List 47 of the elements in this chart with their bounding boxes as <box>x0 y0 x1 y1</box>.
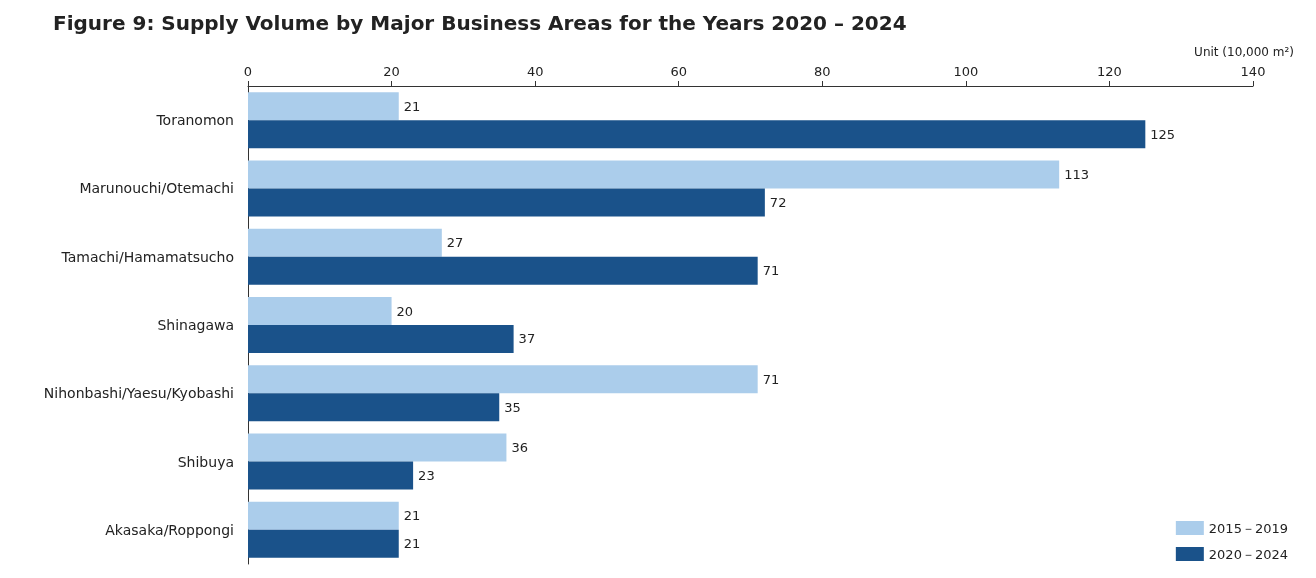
y-tick-label: Marunouchi/Otemachi <box>79 180 234 197</box>
data-label: 72 <box>769 194 787 210</box>
bar <box>248 297 392 325</box>
bar <box>248 461 414 490</box>
data-label: 71 <box>762 371 780 387</box>
x-tick-label: 40 <box>526 64 544 79</box>
data-label: 37 <box>518 331 536 347</box>
data-label: 23 <box>418 468 435 484</box>
data-label: 27 <box>446 235 464 251</box>
legend-label: 2015－2019 <box>1208 520 1288 536</box>
x-tick-label: 100 <box>953 64 979 79</box>
data-label: 71 <box>762 263 780 279</box>
data-label: 21 <box>403 508 421 524</box>
y-tick-label: Tamachi/Hamamatsucho <box>60 248 234 265</box>
y-tick-label: Shibuya <box>177 453 234 470</box>
x-tick-label: 0 <box>243 64 253 79</box>
bar <box>248 365 758 394</box>
y-tick-label: Toranomon <box>155 112 234 129</box>
x-tick-label: 80 <box>814 64 831 79</box>
data-label: 21 <box>403 98 421 114</box>
bar <box>248 529 399 558</box>
data-label: 113 <box>1064 166 1090 182</box>
data-label: 35 <box>504 399 521 415</box>
x-tick-label: 120 <box>1097 64 1122 79</box>
data-label: 20 <box>396 303 414 319</box>
x-tick-label: 20 <box>383 64 400 79</box>
data-label: 125 <box>1150 126 1176 142</box>
bar <box>248 92 399 121</box>
y-tick-label: Shinagawa <box>157 317 234 333</box>
bar <box>248 433 507 462</box>
bar <box>248 325 514 353</box>
chart-title: Figure 9: Supply Volume by Major Business Areas for the Years 2020 – 2024 <box>53 11 907 35</box>
x-tick-label: 60 <box>670 64 687 79</box>
bar <box>248 256 758 285</box>
bar <box>248 160 1060 189</box>
x-tick-label: 140 <box>1240 64 1266 79</box>
y-tick-label: Akasaka/Roppongi <box>105 521 234 538</box>
data-label: 36 <box>511 440 528 456</box>
bar <box>248 228 442 257</box>
bar <box>248 393 500 422</box>
x-axis-title: Unit (10,000 m²) <box>1194 45 1295 59</box>
y-tick-label: Nihonbashi/Yaesu/Kyobashi <box>43 385 234 402</box>
bar <box>248 120 1146 149</box>
data-label: 21 <box>403 536 421 552</box>
legend-label: 2020－2024 <box>1208 546 1288 562</box>
bar <box>248 501 399 530</box>
bar <box>248 188 765 217</box>
